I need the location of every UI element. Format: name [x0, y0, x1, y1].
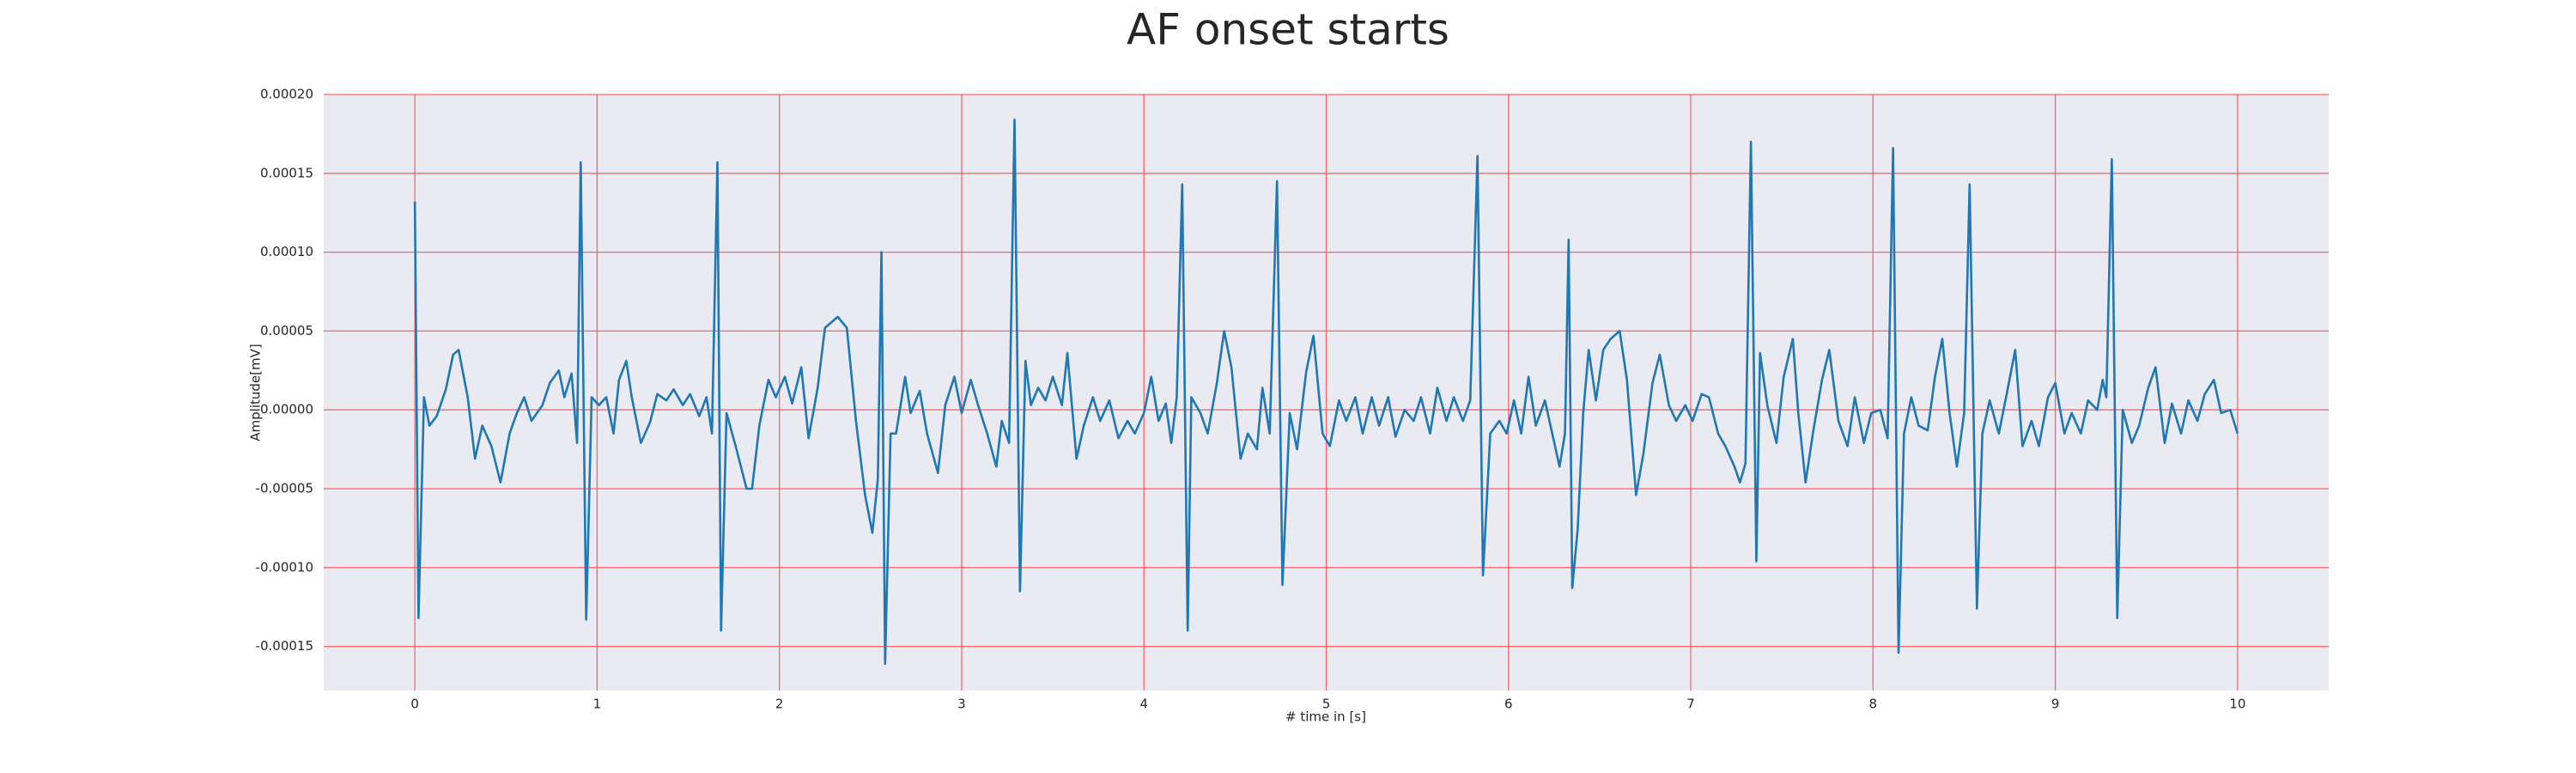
ticks: 0 1 2 3 4 5 6 7 8 9 10 -0.00015 -0.00010 -0.00005 0.00…: [256, 87, 2246, 712]
x-tick-label: 6: [1504, 697, 1513, 712]
x-tick-label: 2: [775, 697, 784, 712]
x-tick-label: 8: [1869, 697, 1878, 712]
chart-title: AF onset starts: [1127, 5, 1449, 55]
x-tick-label: 3: [957, 697, 966, 712]
x-tick-label: 4: [1139, 697, 1148, 712]
x-tick-label: 9: [2051, 697, 2060, 712]
x-tick-label: 5: [1322, 697, 1331, 712]
y-tick-label: -0.00010: [256, 559, 313, 575]
y-tick-label: 0.00015: [260, 165, 313, 180]
y-tick-label: 0.00000: [260, 402, 313, 417]
grid: [324, 94, 2329, 691]
y-tick-label: 0.00020: [260, 87, 313, 102]
y-tick-label: 0.00010: [260, 244, 313, 259]
x-tick-label: 10: [2229, 697, 2245, 712]
x-tick-label: 7: [1686, 697, 1695, 712]
y-axis-label: Amplitude[mV]: [248, 344, 264, 441]
y-tick-label: -0.00015: [256, 638, 313, 654]
data: [413, 119, 2239, 666]
x-axis-label: # time in [s]: [1285, 709, 1366, 725]
x-tick-label: 1: [593, 697, 602, 712]
x-tick-label: 0: [410, 697, 419, 712]
signal-line: [413, 119, 2239, 666]
y-tick-label: -0.00005: [256, 480, 313, 496]
y-tick-label: 0.00005: [260, 323, 313, 338]
